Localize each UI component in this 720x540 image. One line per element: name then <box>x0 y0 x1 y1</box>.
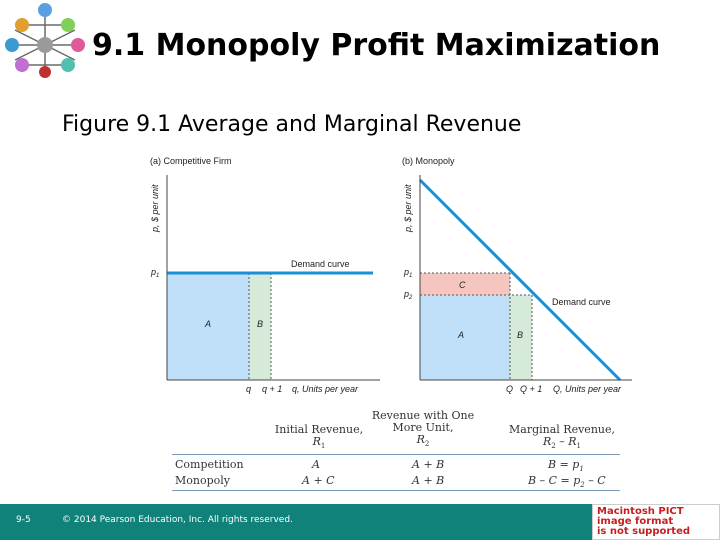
panel-b-demand-curve <box>418 178 622 382</box>
panel-b-p2-label: p2 <box>403 289 413 301</box>
logo-ball <box>71 38 85 52</box>
panel-b-area-c <box>420 273 510 295</box>
logo-ball <box>61 58 75 72</box>
pict-unsupported-placeholder: Macintosh PICT image format is not suppo… <box>592 504 720 540</box>
cell-competition-with-one: A + B <box>412 458 445 471</box>
panel-a-y-label: p, $ per unit <box>150 184 160 233</box>
panel-b-title: (b) Monopoly <box>402 156 455 166</box>
table-header-rule <box>172 454 620 455</box>
pict-line-2: image format <box>597 516 674 527</box>
logo-ball <box>38 3 52 17</box>
header-marginal-text: Marginal Revenue, <box>509 423 615 436</box>
panel-b-area-b <box>510 295 532 380</box>
panel-b-area-a-label: A <box>457 330 464 340</box>
cell-monopoly-marginal: B – C = p2 – C <box>528 474 606 490</box>
pict-line-3: is not supported <box>597 526 691 537</box>
panel-a-area-a <box>167 273 249 380</box>
panel-a-tick-q: q <box>246 384 251 394</box>
header-initial-revenue: Initial Revenue, R1 <box>264 424 374 452</box>
slide-title: 9.1 Monopoly Profit Maximization <box>92 28 661 63</box>
panel-b-tick-q: Q <box>506 384 513 394</box>
panel-b-area-b-label: B <box>517 330 523 340</box>
panel-a-area-b-label: B <box>257 319 263 329</box>
panel-a-curve-label: Demand curve <box>291 259 350 269</box>
molecule-logo <box>5 3 85 78</box>
logo-ball <box>37 37 53 53</box>
pict-line-1: Macintosh PICT <box>597 506 684 517</box>
figure-title: Figure 9.1 Average and Marginal Revenue <box>62 112 522 137</box>
panel-b-x-label: Q, Units per year <box>553 384 622 394</box>
row-label-monopoly: Monopoly <box>175 474 230 487</box>
panel-b-y-label: p, $ per unit <box>403 184 413 233</box>
cell-monopoly-with-one: A + B <box>412 474 445 487</box>
copyright-notice: © 2014 Pearson Education, Inc. All right… <box>62 515 293 525</box>
page-number: 9-5 <box>16 515 31 525</box>
header-marginal-symbol: R2 – R1 <box>542 435 581 451</box>
logo-ball <box>61 18 75 32</box>
cell-competition-initial: A <box>312 458 320 471</box>
table-bottom-rule <box>172 490 620 491</box>
panel-b-area-a <box>420 295 510 380</box>
revenue-figure: (a) Competitive Firm p, $ per unit p1 De… <box>150 156 632 394</box>
header-revenue-with-one: Revenue with One More Unit, R2 <box>368 410 478 450</box>
panel-b-p1-label: p1 <box>403 267 412 279</box>
logo-ball <box>15 18 29 32</box>
panel-b-curve-label: Demand curve <box>552 297 611 307</box>
panel-a-area-a-label: A <box>204 319 211 329</box>
header-initial-symbol: R1 <box>312 435 326 451</box>
header-with-one-symbol: R2 <box>416 433 430 449</box>
panel-a-title: (a) Competitive Firm <box>150 156 232 166</box>
logo-ball <box>39 66 51 78</box>
logo-ball <box>15 58 29 72</box>
panel-a-p1-label: p1 <box>150 267 159 279</box>
header-with-one-line1: Revenue with One <box>371 409 475 422</box>
header-initial-text: Initial Revenue, <box>274 423 364 436</box>
panel-a-area-b <box>249 273 271 380</box>
panel-a-x-label: q, Units per year <box>292 384 359 394</box>
header-with-one-line2: More Unit, <box>392 421 454 434</box>
logo-ball <box>5 38 19 52</box>
panel-b-area-c-label: C <box>459 280 466 290</box>
row-label-competition: Competition <box>175 458 244 471</box>
cell-competition-marginal: B = p1 <box>548 458 584 474</box>
panel-a-tick-q1: q + 1 <box>262 384 282 394</box>
panel-b-tick-q1: Q + 1 <box>520 384 542 394</box>
cell-monopoly-initial: A + C <box>302 474 335 487</box>
header-marginal-revenue: Marginal Revenue, R2 – R1 <box>502 424 622 452</box>
